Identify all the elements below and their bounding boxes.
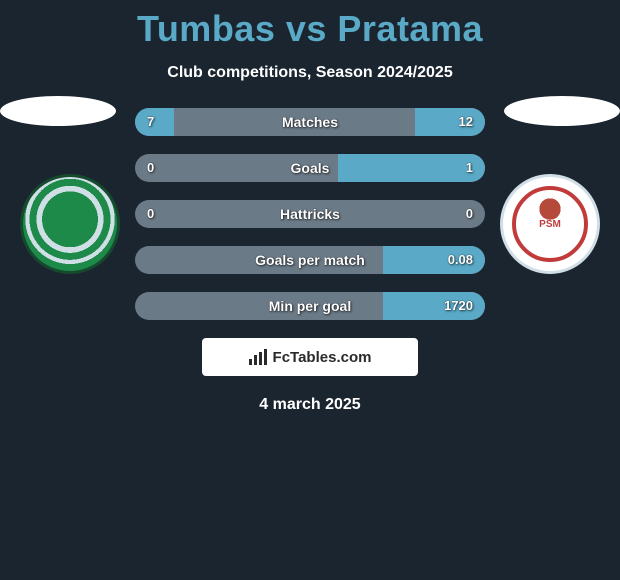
stat-label: Min per goal [135, 292, 485, 320]
comparison-panel: PSM Matches712Goals01Hattricks00Goals pe… [0, 108, 620, 320]
stat-value-right: 12 [459, 108, 473, 136]
stat-value-right: 0.08 [448, 246, 473, 274]
stat-label: Matches [135, 108, 485, 136]
bar-chart-icon [249, 349, 267, 365]
player-photo-right [502, 96, 620, 166]
stat-value-left: 7 [147, 108, 154, 136]
stat-value-right: 0 [466, 200, 473, 228]
club-crest-right: PSM [500, 174, 600, 274]
club-crest-left [20, 174, 120, 274]
stat-row: Min per goal1720 [135, 292, 485, 320]
club-crest-right-label: PSM [512, 186, 588, 262]
date-text: 4 march 2025 [0, 396, 620, 414]
stat-row: Hattricks0 0 [135, 200, 485, 228]
stat-value-left: 0 [147, 154, 154, 182]
photo-placeholder-left [0, 96, 116, 126]
photo-placeholder-right [504, 96, 620, 126]
stat-row: Matches7 12 [135, 108, 485, 136]
brand-text: FcTables.com [273, 349, 372, 366]
brand-badge: FcTables.com [202, 338, 418, 376]
stat-bars: Matches712Goals01Hattricks00Goals per ma… [135, 108, 485, 320]
stat-value-left: 0 [147, 200, 154, 228]
stat-label: Goals [135, 154, 485, 182]
stat-label: Goals per match [135, 246, 485, 274]
player-photo-left [0, 96, 118, 166]
stat-row: Goals0 1 [135, 154, 485, 182]
stat-label: Hattricks [135, 200, 485, 228]
stat-row: Goals per match0.08 [135, 246, 485, 274]
page-title: Tumbas vs Pratama [0, 0, 620, 50]
stat-value-right: 1720 [444, 292, 473, 320]
stat-value-right: 1 [466, 154, 473, 182]
subtitle: Club competitions, Season 2024/2025 [0, 64, 620, 82]
